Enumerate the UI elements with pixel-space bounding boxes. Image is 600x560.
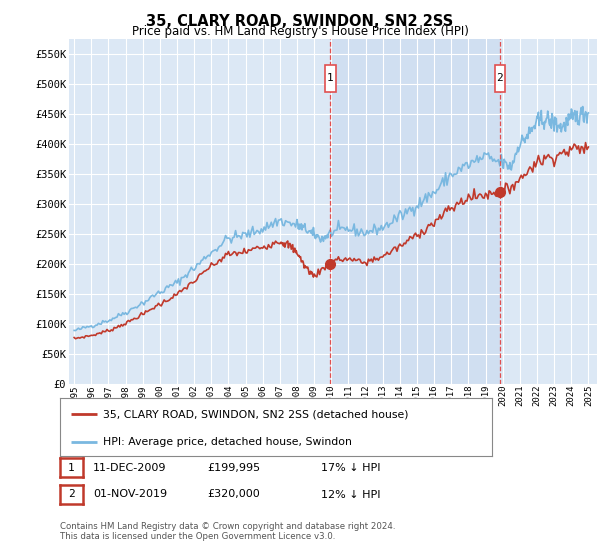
Text: 35, CLARY ROAD, SWINDON, SN2 2SS: 35, CLARY ROAD, SWINDON, SN2 2SS xyxy=(146,14,454,29)
Text: £199,995: £199,995 xyxy=(207,463,260,473)
FancyBboxPatch shape xyxy=(325,64,335,92)
Text: 1: 1 xyxy=(68,463,75,473)
Text: Contains HM Land Registry data © Crown copyright and database right 2024.
This d: Contains HM Land Registry data © Crown c… xyxy=(60,522,395,542)
Text: 2: 2 xyxy=(68,489,75,500)
Bar xyxy=(331,39,500,384)
Text: 12% ↓ HPI: 12% ↓ HPI xyxy=(321,489,380,500)
Text: £320,000: £320,000 xyxy=(207,489,260,500)
Text: 01-NOV-2019: 01-NOV-2019 xyxy=(93,489,167,500)
Text: Price paid vs. HM Land Registry's House Price Index (HPI): Price paid vs. HM Land Registry's House … xyxy=(131,25,469,38)
Text: 11-DEC-2009: 11-DEC-2009 xyxy=(93,463,167,473)
Text: 17% ↓ HPI: 17% ↓ HPI xyxy=(321,463,380,473)
Text: 35, CLARY ROAD, SWINDON, SN2 2SS (detached house): 35, CLARY ROAD, SWINDON, SN2 2SS (detach… xyxy=(103,409,409,419)
FancyBboxPatch shape xyxy=(494,64,505,92)
Text: HPI: Average price, detached house, Swindon: HPI: Average price, detached house, Swin… xyxy=(103,437,352,447)
Text: 1: 1 xyxy=(327,73,334,83)
Text: 2: 2 xyxy=(496,73,503,83)
